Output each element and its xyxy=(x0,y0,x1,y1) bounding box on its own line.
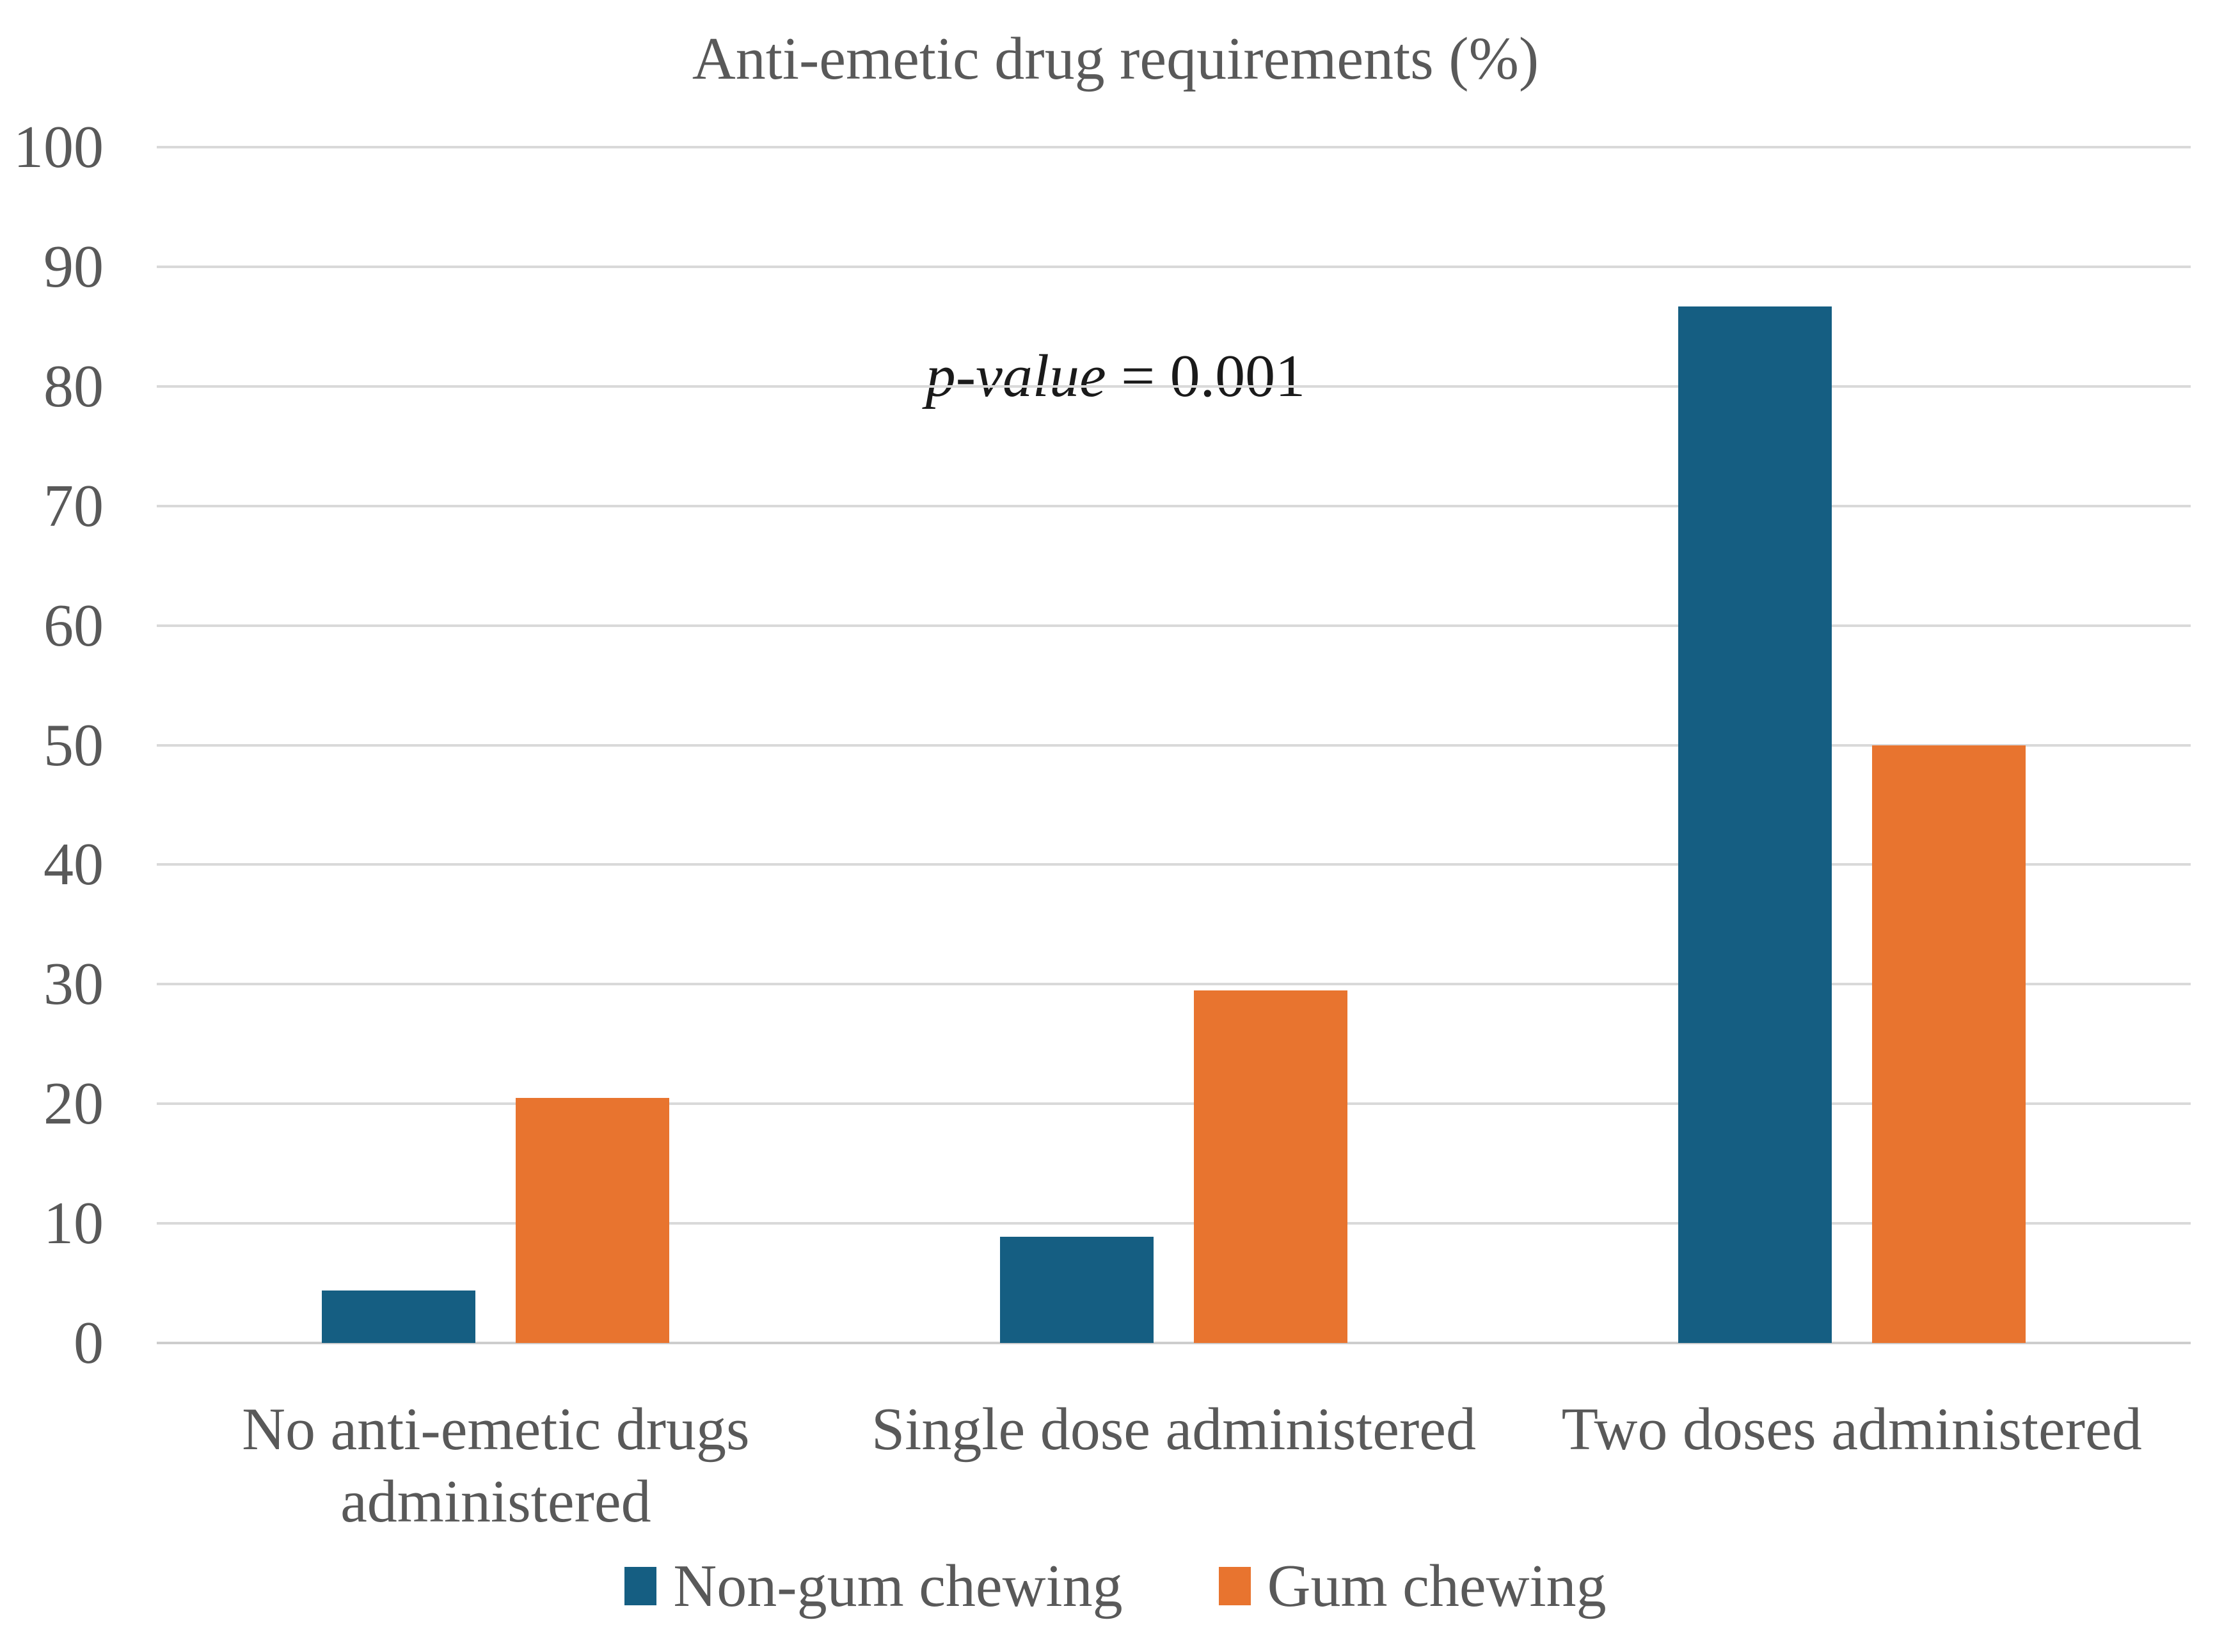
plot-area xyxy=(157,146,2191,1344)
gridline xyxy=(157,385,2191,388)
category-label: No anti-emetic drugs administered xyxy=(242,1396,750,1535)
gridline xyxy=(157,863,2191,866)
chart-title: Anti-emetic drug requirements (%) xyxy=(692,26,1539,92)
gridline xyxy=(157,1222,2191,1225)
legend-item: Gum chewing xyxy=(1218,1553,1607,1619)
bar-gum-chewing xyxy=(1194,990,1347,1343)
bar-group xyxy=(835,147,1513,1343)
category-label: Two doses administered xyxy=(1561,1396,2142,1463)
gridline xyxy=(157,146,2191,148)
bar-group xyxy=(1512,147,2191,1343)
bar-non-gum-chewing xyxy=(1000,1236,1154,1343)
gridline xyxy=(157,1102,2191,1106)
gridline xyxy=(157,265,2191,268)
legend-label: Non-gum chewing xyxy=(673,1553,1123,1619)
legend-label: Gum chewing xyxy=(1267,1553,1607,1619)
legend: Non-gum chewing Gum chewing xyxy=(0,1556,2231,1616)
x-axis: No anti-emetic drugs administered Single … xyxy=(157,1394,2191,1538)
legend-marker-icon xyxy=(1218,1567,1251,1605)
gridline xyxy=(157,624,2191,627)
bar-gum-chewing xyxy=(516,1097,670,1343)
gridline xyxy=(157,983,2191,986)
gridline xyxy=(157,504,2191,507)
bar-non-gum-chewing xyxy=(322,1290,476,1343)
p-value-annotation: p-value = 0.001 xyxy=(0,342,2231,411)
bar-group xyxy=(157,147,835,1343)
legend-item: Non-gum chewing xyxy=(624,1553,1123,1619)
y-axis: 0 10 20 30 40 50 60 70 80 90 100 xyxy=(13,114,104,1376)
bar-groups xyxy=(157,147,2191,1343)
gridline xyxy=(157,743,2191,747)
p-value-annotation-italic: p-value xyxy=(925,343,1106,409)
bar-gum-chewing xyxy=(1871,745,2026,1343)
p-value-annotation-value: = 0.001 xyxy=(1106,343,1306,409)
bar-non-gum-chewing xyxy=(1678,306,1832,1343)
legend-marker-icon xyxy=(624,1567,657,1605)
x-axis-line xyxy=(157,1342,2191,1344)
category-label: Single dose administered xyxy=(871,1396,1477,1463)
